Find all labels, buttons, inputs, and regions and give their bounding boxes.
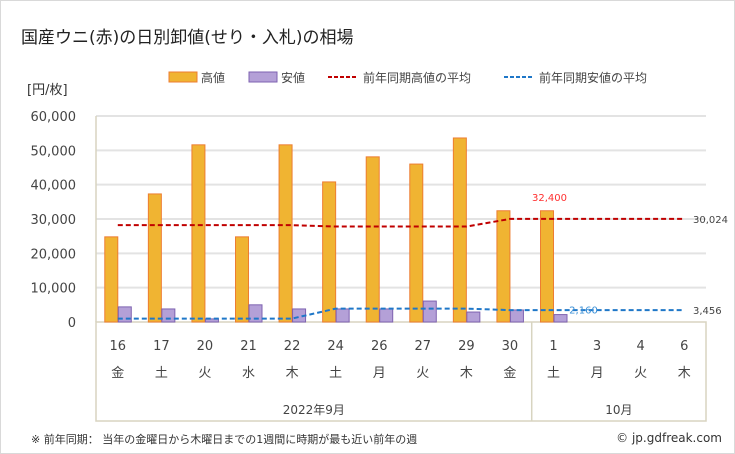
weekday-label: 火 <box>634 366 647 381</box>
x-tick-label: 1 <box>549 339 557 354</box>
low-last-label: 2,160 <box>569 306 598 317</box>
weekday-label: 土 <box>329 366 342 381</box>
high-price-bar <box>365 156 380 323</box>
x-tick-label: 29 <box>458 339 475 354</box>
high-price-bar <box>235 236 249 323</box>
x-tick-label: 22 <box>284 339 301 354</box>
weekday-label: 火 <box>198 366 211 381</box>
high-last-label: 32,400 <box>532 193 567 204</box>
legend-label: 前年同期高値の平均 <box>363 70 471 85</box>
month-label: 10月 <box>605 403 632 417</box>
weekday-label: 土 <box>547 366 560 381</box>
low-price-bar <box>161 308 176 323</box>
high-avg-end-label: 30,024 <box>693 215 728 226</box>
weekday-label: 木 <box>678 366 691 381</box>
x-axis-frame <box>95 321 707 422</box>
prev-year-low-avg-line <box>117 307 685 320</box>
prev-year-high-avg-line <box>117 217 685 228</box>
x-tick-label: 17 <box>153 339 170 354</box>
low-avg-end-label: 3,456 <box>693 306 722 317</box>
x-tick-label: 4 <box>637 339 645 354</box>
high-price-bar <box>496 210 511 323</box>
y-tick-label: 20,000 <box>31 247 77 262</box>
x-tick-label: 21 <box>240 339 257 354</box>
weekday-label: 木 <box>286 366 299 381</box>
legend-swatch <box>168 71 198 83</box>
low-price-bar <box>117 306 132 323</box>
x-tick-label: 3 <box>593 339 601 354</box>
y-tick-label: 50,000 <box>31 144 77 159</box>
y-tick-label: 0 <box>68 316 76 331</box>
x-tick-label: 24 <box>327 339 344 354</box>
weekday-label: 火 <box>416 366 429 381</box>
y-tick-label: 40,000 <box>31 179 77 194</box>
y-tick-label: 30,000 <box>31 213 77 228</box>
low-price-bar <box>509 309 524 323</box>
high-price-bar <box>278 144 293 323</box>
x-tick-label: 27 <box>415 339 432 354</box>
high-price-bar <box>104 236 119 323</box>
low-price-bar <box>422 300 437 323</box>
weekday-label: 水 <box>242 366 255 381</box>
weekday-label: 木 <box>460 366 473 381</box>
x-tick-label: 30 <box>502 339 519 354</box>
low-price-bar <box>553 314 568 323</box>
credit: © jp.gdfreak.com <box>616 431 722 445</box>
y-axis-label: [円/枚] <box>27 83 68 98</box>
y-tick-label: 10,000 <box>31 282 77 297</box>
weekday-label: 金 <box>111 365 124 381</box>
x-tick-label: 26 <box>371 339 388 354</box>
high-price-bar <box>452 137 467 323</box>
high-price-bar <box>147 193 162 323</box>
weekday-label: 金 <box>503 365 516 381</box>
legend-swatch <box>248 71 278 83</box>
legend-label: 高値 <box>201 70 225 85</box>
low-price-bar <box>335 308 350 323</box>
month-label: 2022年9月 <box>283 403 345 417</box>
footnote: ※ 前年同期： 当年の金曜日から木曜日までの1週間に時期が最も近い前年の週 <box>31 433 418 446</box>
x-tick-label: 20 <box>197 339 214 354</box>
legend-label: 前年同期安値の平均 <box>539 70 647 85</box>
high-price-bar <box>191 144 206 323</box>
high-price-bar <box>540 210 554 323</box>
high-price-bar <box>409 163 424 323</box>
high-price-bar <box>322 181 337 323</box>
legend-label: 安値 <box>281 70 305 85</box>
weekday-label: 土 <box>155 366 168 381</box>
low-price-bar <box>204 318 219 323</box>
chart-title: 国産ウニ(赤)の日別卸値(せり・入札)の相場 <box>21 28 354 48</box>
x-tick-label: 16 <box>110 339 127 354</box>
weekday-label: 月 <box>373 366 386 381</box>
weekday-label: 月 <box>591 366 604 381</box>
x-tick-label: 6 <box>680 339 688 354</box>
low-price-bar <box>379 308 394 323</box>
low-price-bar <box>466 311 481 323</box>
y-tick-label: 60,000 <box>31 110 77 125</box>
